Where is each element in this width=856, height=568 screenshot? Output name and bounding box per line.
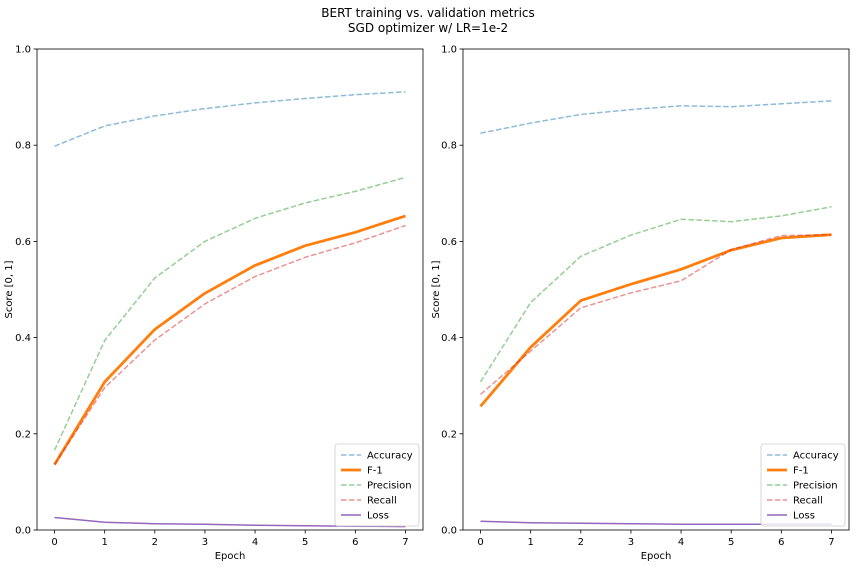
- left-x-tick-label: 5: [302, 537, 308, 548]
- left-x-axis-label: Epoch: [215, 551, 246, 562]
- left-legend: Accuracy F-1 Precision Recall Loss: [334, 443, 420, 527]
- right-series-line-recall: [480, 233, 832, 395]
- right-y-tick-label: 0.6: [441, 237, 457, 248]
- left-x-tick-label: 2: [152, 537, 158, 548]
- left-x-tick-label: 1: [101, 537, 107, 548]
- right-x-tick-label: 3: [628, 537, 634, 548]
- right-y-tick-label: 0.4: [441, 333, 457, 344]
- left-series-line-recall: [53, 224, 406, 466]
- left-legend-label-f-1: F-1: [367, 466, 383, 477]
- right-legend-label-recall: Recall: [793, 496, 823, 507]
- left-chart-panel: 0 1 2 3 4 5 6 7 0.0 0.2 0.4 0.6 0.8 1.0 Epoch Score [0,…: [4, 45, 424, 562]
- right-series-line-precision: [479, 206, 832, 383]
- left-series-line-precision: [53, 176, 406, 451]
- right-x-axis-label: Epoch: [641, 551, 672, 562]
- left-y-tick-label: 0.0: [15, 526, 31, 537]
- right-legend-label-loss: Loss: [793, 511, 815, 522]
- right-series-line-accuracy: [480, 100, 832, 134]
- left-series-line-f-1: [53, 214, 406, 466]
- right-legend-label-f-1: F-1: [793, 466, 809, 477]
- right-chart-panel: 0 1 2 3 4 5 6 7 0.0 0.2 0.4 0.6 0.8 1.0 Epoch Score [0,…: [431, 45, 850, 562]
- right-x-tick-label: 1: [527, 537, 533, 548]
- left-x-tick-label: 4: [252, 537, 258, 548]
- left-legend-label-loss: Loss: [367, 511, 389, 522]
- right-x-tick-label: 7: [828, 537, 834, 548]
- right-y-tick-label: 0.2: [441, 429, 457, 440]
- right-x-tick-label: 2: [578, 537, 584, 548]
- left-axes-frame: [36, 48, 424, 531]
- left-y-axis-label: Score [0, 1]: [4, 260, 15, 318]
- left-x-tick-label: 6: [352, 537, 358, 548]
- right-x-tick-label: 0: [477, 537, 483, 548]
- right-legend-box: [760, 443, 846, 527]
- right-legend: Accuracy F-1 Precision Recall Loss: [760, 443, 846, 527]
- right-x-tick-label: 4: [678, 537, 684, 548]
- right-y-tick-label: 0.8: [441, 141, 457, 152]
- left-y-tick-label: 0.8: [15, 141, 31, 152]
- right-legend-label-accuracy: Accuracy: [793, 451, 839, 462]
- figure-title-line-2: SGD optimizer w/ LR=1e-2: [348, 21, 508, 35]
- left-x-tick-label: 0: [51, 537, 57, 548]
- right-series-line-f-1: [479, 233, 832, 408]
- left-y-tick-label: 0.4: [15, 333, 31, 344]
- left-y-tick-label: 0.2: [15, 429, 31, 440]
- right-axes-frame: [462, 48, 850, 531]
- left-legend-label-precision: Precision: [367, 481, 412, 492]
- figure-title-line-1: BERT training vs. validation metrics: [321, 6, 535, 20]
- left-legend-label-recall: Recall: [367, 496, 397, 507]
- left-y-tick-label: 1.0: [15, 45, 31, 56]
- left-legend-label-accuracy: Accuracy: [367, 451, 413, 462]
- right-y-axis-label: Score [0, 1]: [431, 260, 442, 318]
- left-y-tick-label: 0.6: [15, 237, 31, 248]
- right-legend-label-precision: Precision: [793, 481, 838, 492]
- right-x-tick-label: 5: [728, 537, 734, 548]
- right-y-tick-label: 1.0: [441, 45, 457, 56]
- right-x-tick-label: 6: [778, 537, 784, 548]
- left-x-tick-label: 3: [202, 537, 208, 548]
- left-x-tick-label: 7: [402, 537, 408, 548]
- left-legend-box: [334, 443, 420, 527]
- right-y-tick-label: 0.0: [441, 526, 457, 537]
